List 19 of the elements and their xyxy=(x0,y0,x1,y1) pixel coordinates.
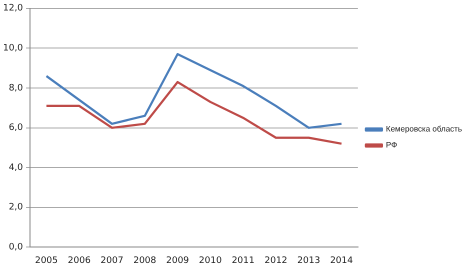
legend-label: РФ xyxy=(386,140,398,150)
y-tick-label: 2,0 xyxy=(8,202,24,213)
y-tick-label: 10,0 xyxy=(2,44,24,54)
x-tick-label: 2006 xyxy=(68,256,91,266)
x-tick-label: 2005 xyxy=(34,256,58,266)
x-tick-label: 2013 xyxy=(297,256,320,266)
x-tick-label: 2008 xyxy=(133,256,157,266)
x-tick-label: 2012 xyxy=(264,256,288,266)
y-tick-label: 12,0 xyxy=(2,4,24,14)
x-tick-label: 2009 xyxy=(166,256,190,266)
x-tick-label: 2014 xyxy=(330,256,354,266)
legend-label: Кемеровска область xyxy=(386,124,462,134)
x-tick-label: 2011 xyxy=(232,256,255,266)
x-tick-label: 2010 xyxy=(198,256,222,266)
y-tick-label: 6,0 xyxy=(8,123,24,134)
y-tick-label: 4,0 xyxy=(8,162,24,173)
x-tick-label: 2007 xyxy=(100,256,124,266)
y-tick-label: 0,0 xyxy=(8,242,24,253)
y-tick-label: 8,0 xyxy=(8,83,24,94)
